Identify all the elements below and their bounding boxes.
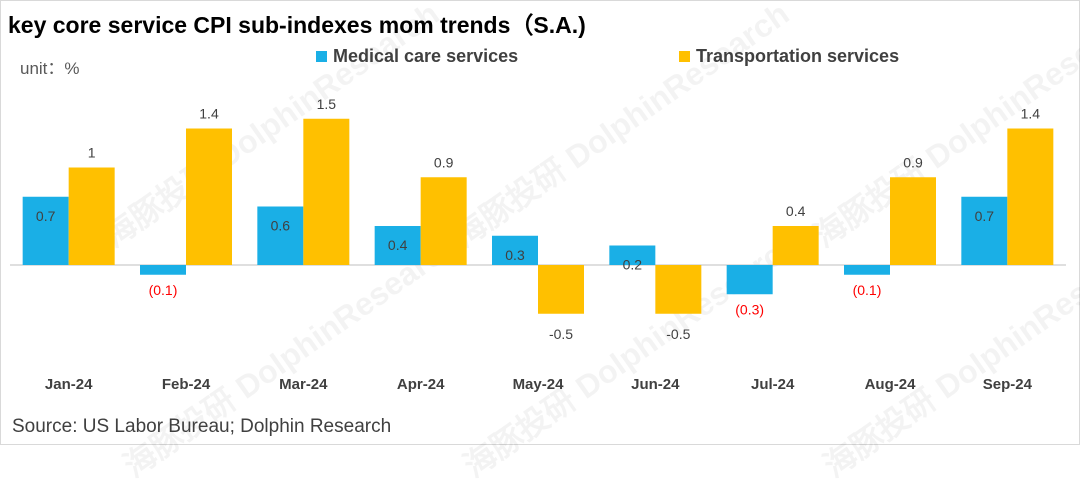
bar-medical-may-24	[492, 235, 538, 265]
x-tick-label-aug-24: Aug-24	[865, 376, 916, 393]
x-tick-label-mar-24: Mar-24	[279, 376, 328, 393]
x-tick-label-apr-24: Apr-24	[397, 376, 445, 393]
data-label-transport-mar-24: 1.5	[317, 96, 337, 112]
x-tick-label-sep-24: Sep-24	[983, 376, 1033, 393]
source-note: Source: US Labor Bureau; Dolphin Researc…	[12, 416, 392, 437]
data-label-medical-feb-24: (0.1)	[149, 282, 178, 298]
data-label-transport-jul-24: 0.4	[786, 203, 806, 219]
bar-medical-apr-24	[374, 226, 421, 265]
data-label-medical-apr-24: 0.4	[388, 237, 408, 253]
data-label-medical-aug-24: (0.1)	[853, 282, 882, 298]
bar-transport-aug-24	[890, 177, 936, 265]
data-label-transport-jan-24: 1	[88, 145, 96, 161]
legend-swatch-medical	[316, 51, 327, 62]
legend-item-medical: Medical care services	[316, 46, 518, 67]
data-label-transport-sep-24: 1.4	[1021, 106, 1041, 122]
bar-transport-jan-24	[68, 167, 115, 265]
bar-transport-jul-24	[772, 226, 819, 265]
bar-transport-sep-24	[1007, 128, 1054, 265]
unit-label: unit：%	[20, 59, 80, 78]
data-label-medical-mar-24: 0.6	[271, 218, 291, 234]
legend-swatch-transport	[679, 51, 690, 62]
bar-medical-jun-24	[609, 245, 656, 265]
bar-transport-apr-24	[420, 177, 467, 265]
data-label-transport-jun-24: -0.5	[666, 326, 690, 342]
bar-transport-mar-24	[303, 118, 350, 265]
data-label-medical-jun-24: 0.2	[623, 257, 643, 273]
data-label-transport-apr-24: 0.9	[434, 154, 454, 170]
x-tick-label-may-24: May-24	[513, 376, 565, 393]
data-label-medical-jan-24: 0.7	[36, 208, 56, 224]
bar-medical-jan-24	[22, 196, 69, 265]
x-tick-label-feb-24: Feb-24	[162, 376, 211, 393]
bar-transport-may-24	[538, 265, 584, 314]
bar-medical-mar-24	[257, 206, 304, 265]
x-tick-label-jan-24: Jan-24	[45, 376, 93, 393]
legend-label-medical: Medical care services	[333, 46, 519, 66]
chart-title: key core service CPI sub-indexes mom tre…	[8, 12, 586, 38]
legend-item-transport: Transportation services	[679, 46, 899, 67]
data-label-medical-may-24: 0.3	[505, 247, 525, 263]
data-label-transport-feb-24: 1.4	[199, 106, 219, 122]
bar-transport-feb-24	[186, 128, 232, 265]
bar-transport-jun-24	[655, 265, 702, 314]
data-label-medical-sep-24: 0.7	[975, 208, 995, 224]
bar-medical-aug-24	[844, 265, 890, 275]
data-label-transport-may-24: -0.5	[549, 326, 573, 342]
bar-medical-sep-24	[961, 196, 1008, 265]
bar-medical-feb-24	[140, 265, 186, 275]
bar-medical-jul-24	[726, 265, 773, 295]
x-tick-label-jun-24: Jun-24	[631, 376, 680, 393]
data-label-transport-aug-24: 0.9	[903, 154, 923, 170]
data-label-medical-jul-24: (0.3)	[735, 301, 764, 317]
x-tick-label-jul-24: Jul-24	[751, 376, 795, 393]
legend-label-transport: Transportation services	[696, 46, 900, 66]
bar-chart: 0.7 1 Jan-24 (0.1) 1.4 Feb-24 0.6 1.5 Mar-24 0.4 0…	[10, 96, 1066, 393]
